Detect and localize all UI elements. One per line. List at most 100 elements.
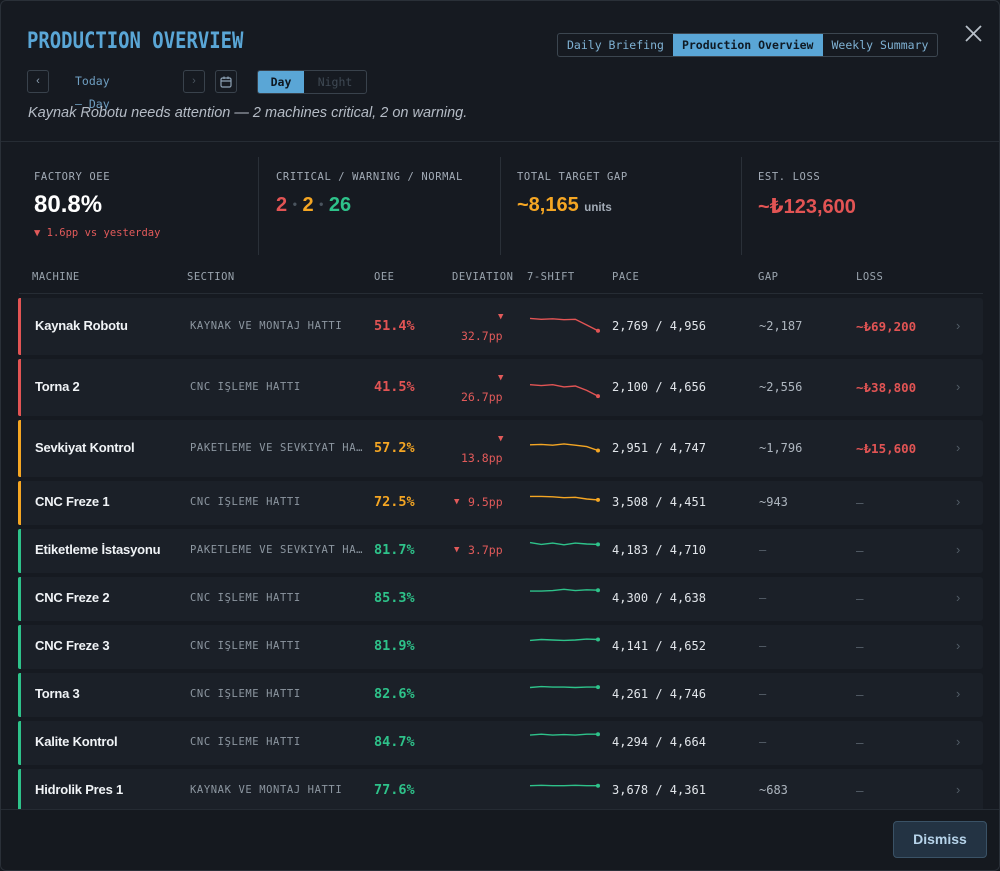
- shift-day-button[interactable]: Day: [258, 71, 304, 93]
- sparkline-last-point: [596, 783, 600, 788]
- machine-deviation: 26.7pp: [461, 389, 503, 404]
- kpi-label: EST. LOSS: [758, 171, 821, 183]
- shift-night-button[interactable]: Night: [317, 75, 353, 89]
- table-row[interactable]: Torna 2 CNC İŞLEME HATTI 41.5% ▼ 26.7pp 2,100…: [18, 359, 983, 416]
- kpi-factory-oee: FACTORY OEE 80.8% ▼ 1.6pp vs yesterday: [34, 157, 244, 255]
- machine-pace: 4,300 / 4,638: [612, 591, 706, 605]
- machine-loss: ~₺38,800: [856, 379, 917, 395]
- divider: [1, 141, 999, 142]
- kpi-value: ~8,165 units: [517, 194, 612, 217]
- machine-section: CNC İŞLEME HATTI: [190, 688, 301, 700]
- machine-oee: 41.5%: [374, 378, 415, 395]
- kpi-value: 80.8%: [34, 191, 103, 218]
- status-indicator: [18, 420, 21, 477]
- chevron-right-icon[interactable]: ›: [956, 494, 961, 509]
- machine-deviation: 13.8pp: [461, 450, 503, 465]
- trend-sparkline: [529, 637, 600, 642]
- machine-section: KAYNAK VE MONTAJ HATTI: [190, 784, 343, 796]
- col-machine[interactable]: MACHINE: [32, 271, 80, 283]
- machine-gap: —: [759, 639, 767, 653]
- sparkline-last-point: [596, 542, 600, 547]
- table-row[interactable]: Torna 3 CNC İŞLEME HATTI 82.6% 4,261 / 4,74…: [18, 673, 983, 717]
- machine-oee: 51.4%: [374, 317, 415, 334]
- kpi-value: ~₺123,600: [758, 196, 856, 218]
- machine-oee: 57.2%: [374, 439, 415, 456]
- next-day-button[interactable]: ›: [183, 70, 205, 93]
- machine-section: KAYNAK VE MONTAJ HATTI: [190, 319, 343, 332]
- divider: [741, 157, 742, 255]
- chevron-right-icon[interactable]: ›: [956, 638, 961, 653]
- divider: [19, 293, 983, 294]
- kpi-est-loss: EST. LOSS ~₺123,600: [758, 157, 978, 255]
- machine-section: CNC İŞLEME HATTI: [190, 496, 301, 508]
- shift-toggle: Day Night: [257, 70, 367, 94]
- machine-oee: 72.5%: [374, 494, 415, 510]
- col-section[interactable]: SECTION: [187, 271, 235, 283]
- sparkline-path: [529, 317, 599, 331]
- machine-loss: —: [856, 591, 864, 606]
- deviation-down-icon: ▼: [498, 311, 504, 322]
- chevron-right-icon[interactable]: ›: [956, 686, 961, 701]
- chevron-right-icon[interactable]: ›: [956, 734, 961, 749]
- table-row[interactable]: CNC Freze 1 CNC İŞLEME HATTI 72.5% ▼ 9.5pp 3,…: [18, 481, 983, 525]
- chevron-right-icon[interactable]: ›: [956, 542, 961, 557]
- separator: •: [319, 197, 324, 211]
- machine-name: Hidrolik Pres 1: [35, 782, 124, 797]
- machine-name: CNC Freze 1: [35, 494, 110, 509]
- machine-oee: 77.6%: [374, 782, 415, 798]
- dismiss-button[interactable]: Dismiss: [893, 821, 987, 858]
- col-oee[interactable]: OEE: [374, 271, 395, 283]
- table-row[interactable]: Etiketleme İstasyonu PAKETLEME VE SEVKIYA…: [18, 529, 983, 573]
- trend-sparkline: [529, 317, 600, 333]
- machine-oee: 81.9%: [374, 638, 415, 654]
- view-switcher: Daily Briefing Production Overview Weekl…: [557, 33, 939, 57]
- chevron-right-icon[interactable]: ›: [956, 378, 961, 394]
- tab-weekly-summary[interactable]: Weekly Summary: [831, 38, 929, 52]
- table-row[interactable]: CNC Freze 3 CNC İŞLEME HATTI 81.9% 4,141 / …: [18, 625, 983, 669]
- chevron-right-icon[interactable]: ›: [956, 439, 961, 455]
- table-row[interactable]: Kaynak Robotu KAYNAK VE MONTAJ HATTI 51.4%…: [18, 298, 983, 355]
- machine-name: Etiketleme İstasyonu: [35, 542, 161, 557]
- table-row[interactable]: Sevkiyat Kontrol PAKETLEME VE SEVKIYAT HA…: [18, 420, 983, 477]
- table-row[interactable]: Kalite Kontrol CNC İŞLEME HATTI 84.7% 4,294…: [18, 721, 983, 765]
- col-deviation[interactable]: DEVIATION: [452, 271, 514, 283]
- table-row[interactable]: CNC Freze 2 CNC İŞLEME HATTI 85.3% 4,300 / …: [18, 577, 983, 621]
- sparkline-last-point: [596, 328, 600, 333]
- divider: [1, 809, 999, 810]
- chevron-right-icon[interactable]: ›: [956, 782, 961, 797]
- machine-gap: ~2,556: [759, 379, 803, 394]
- status-indicator: [18, 529, 21, 573]
- kpi-target-gap: TOTAL TARGET GAP ~8,165 units: [517, 157, 727, 255]
- tab-daily-briefing[interactable]: Daily Briefing: [567, 38, 664, 52]
- machine-deviation: 3.7pp: [468, 543, 503, 557]
- close-button[interactable]: [961, 21, 987, 47]
- trend-sparkline: [529, 383, 600, 398]
- status-indicator: [18, 673, 21, 717]
- machine-name: CNC Freze 2: [35, 590, 110, 605]
- col-pace[interactable]: PACE: [612, 271, 640, 283]
- chevron-right-icon[interactable]: ›: [956, 317, 961, 333]
- machine-name: CNC Freze 3: [35, 638, 110, 653]
- chevron-right-icon[interactable]: ›: [956, 590, 961, 605]
- machine-name: Sevkiyat Kontrol: [35, 439, 135, 455]
- calendar-button[interactable]: [215, 70, 237, 93]
- sparkline-path: [529, 733, 598, 736]
- machine-gap: —: [759, 735, 767, 749]
- close-icon: [965, 25, 982, 42]
- trend-sparkline: [529, 442, 600, 453]
- machine-section: CNC İŞLEME HATTI: [190, 380, 301, 393]
- col-gap[interactable]: GAP: [758, 271, 779, 283]
- table-row[interactable]: Hidrolik Pres 1 KAYNAK VE MONTAJ HATTI 77.…: [18, 769, 983, 809]
- tab-production-overview[interactable]: Production Overview: [672, 34, 823, 56]
- machine-gap: ~2,187: [759, 318, 803, 333]
- col-loss[interactable]: LOSS: [856, 271, 884, 283]
- machine-deviation: 32.7pp: [461, 328, 503, 343]
- kpi-label: FACTORY OEE: [34, 171, 111, 183]
- sparkline-last-point: [596, 588, 600, 593]
- prev-day-button[interactable]: ‹: [27, 70, 49, 93]
- machine-name: Torna 2: [35, 378, 80, 394]
- machine-section: CNC İŞLEME HATTI: [190, 640, 301, 652]
- machine-gap: ~1,796: [759, 440, 803, 455]
- trend-sparkline: [530, 495, 600, 502]
